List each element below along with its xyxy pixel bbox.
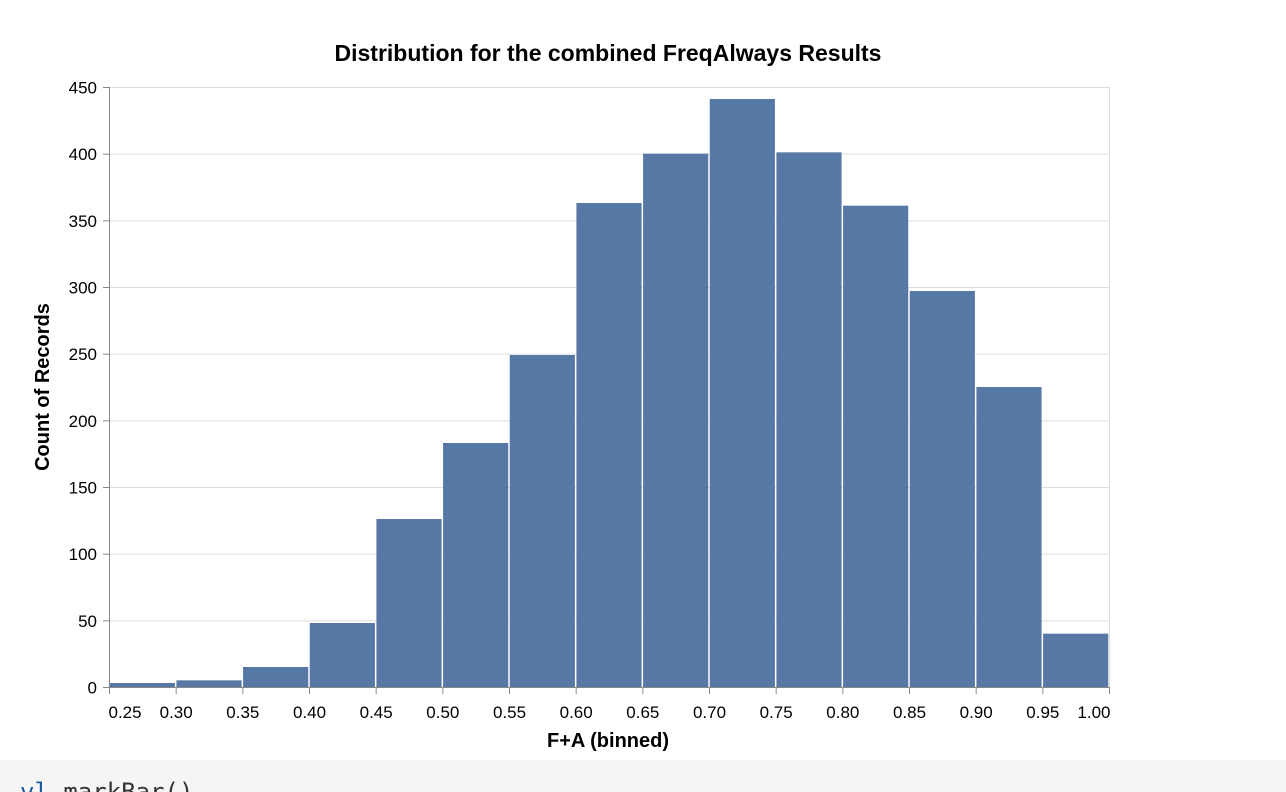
x-tick-label: 1.00 — [1077, 703, 1110, 722]
x-tick-label: 0.70 — [693, 703, 726, 722]
x-tick-label: 0.40 — [293, 703, 326, 722]
y-tick-label: 350 — [69, 212, 97, 231]
y-tick-label: 0 — [88, 679, 97, 698]
bar — [843, 205, 909, 687]
bar — [709, 99, 775, 687]
y-tick-label: 50 — [78, 612, 97, 631]
x-tick-label: 0.55 — [493, 703, 526, 722]
y-axis-label: Count of Records — [32, 303, 54, 471]
code-line: vl.markBar() — [20, 778, 193, 792]
code-method: .markBar() — [48, 778, 194, 792]
bar — [376, 519, 442, 687]
bar — [176, 680, 242, 687]
bars — [109, 99, 1109, 688]
y-tick-label: 250 — [69, 345, 97, 364]
bar — [309, 623, 375, 687]
axes: 0 50 100 150 200 250 300 350 400 450 0.25 0.30 0.35 0… — [69, 79, 1111, 723]
bar — [909, 291, 975, 687]
x-tick-label: 0.35 — [226, 703, 259, 722]
y-tick-label: 100 — [69, 545, 97, 564]
x-tick-label: 0.50 — [426, 703, 459, 722]
code-cell[interactable]: vl.markBar() — [0, 760, 1286, 792]
bar — [509, 355, 575, 687]
x-tick-label: 0.85 — [893, 703, 926, 722]
x-tick-label: 0.90 — [960, 703, 993, 722]
code-prefix: vl — [20, 778, 49, 792]
x-tick-label: 0.80 — [826, 703, 859, 722]
bar — [243, 667, 309, 687]
x-axis-label: F+A (binned) — [547, 730, 669, 752]
bar — [643, 153, 709, 687]
x-tick-label: 0.25 — [109, 703, 142, 722]
bar — [776, 152, 842, 688]
x-tick-label: 0.30 — [160, 703, 193, 722]
y-tick-label: 150 — [69, 479, 97, 498]
bar — [576, 203, 642, 687]
y-tick-label: 300 — [69, 279, 97, 298]
x-tick-label: 0.60 — [560, 703, 593, 722]
bar — [443, 443, 509, 687]
y-tick-label: 400 — [69, 145, 97, 164]
x-tick-label: 0.45 — [360, 703, 393, 722]
x-tick-label: 0.95 — [1026, 703, 1059, 722]
bar — [109, 683, 175, 687]
x-tick-label: 0.65 — [626, 703, 659, 722]
histogram-chart: Distribution for the combined FreqAlways… — [32, 40, 1111, 752]
y-tick-label: 200 — [69, 412, 97, 431]
chart-title: Distribution for the combined FreqAlways… — [335, 40, 882, 66]
bar — [1043, 633, 1109, 687]
bar — [976, 387, 1042, 687]
y-tick-label: 450 — [69, 79, 97, 98]
x-tick-label: 0.75 — [760, 703, 793, 722]
